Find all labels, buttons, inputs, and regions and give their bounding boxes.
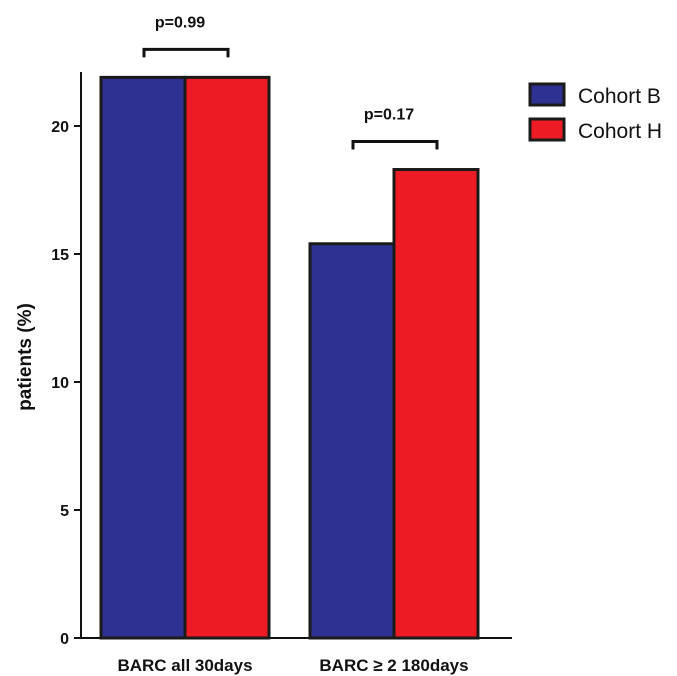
y-axis-title: patients (%) <box>15 303 36 411</box>
legend-swatch <box>528 82 566 107</box>
legend-label: Cohort B <box>578 85 661 108</box>
y-tick-label: 20 <box>51 119 69 136</box>
bar-cohort-b <box>99 75 187 640</box>
legend: Cohort B Cohort H <box>528 82 662 143</box>
legend-swatch <box>528 117 566 142</box>
x-category-label: BARC all 30days <box>117 656 252 675</box>
y-tick-label: 0 <box>60 631 69 648</box>
significance-bracket <box>351 140 439 150</box>
y-tick-label: 10 <box>51 375 69 392</box>
legend-label: Cohort H <box>578 120 662 143</box>
x-category-label: BARC ≥ 2 180days <box>319 656 468 675</box>
p-value-label: p=0.17 <box>364 107 414 124</box>
y-tick-label: 15 <box>51 247 69 264</box>
y-tick-label: 5 <box>60 503 69 520</box>
significance-annotations: p=0.99 p=0.17 <box>142 14 439 150</box>
significance-bracket <box>142 47 230 58</box>
bar-cohort-h <box>183 75 271 640</box>
y-ticks: 0 5 10 15 20 <box>51 119 81 648</box>
bars <box>99 75 480 640</box>
bar-cohort-b <box>308 242 396 640</box>
bar-cohort-h <box>392 168 480 640</box>
p-value-label: p=0.99 <box>155 14 205 31</box>
category-labels: BARC all 30days BARC ≥ 2 180days <box>117 656 468 675</box>
